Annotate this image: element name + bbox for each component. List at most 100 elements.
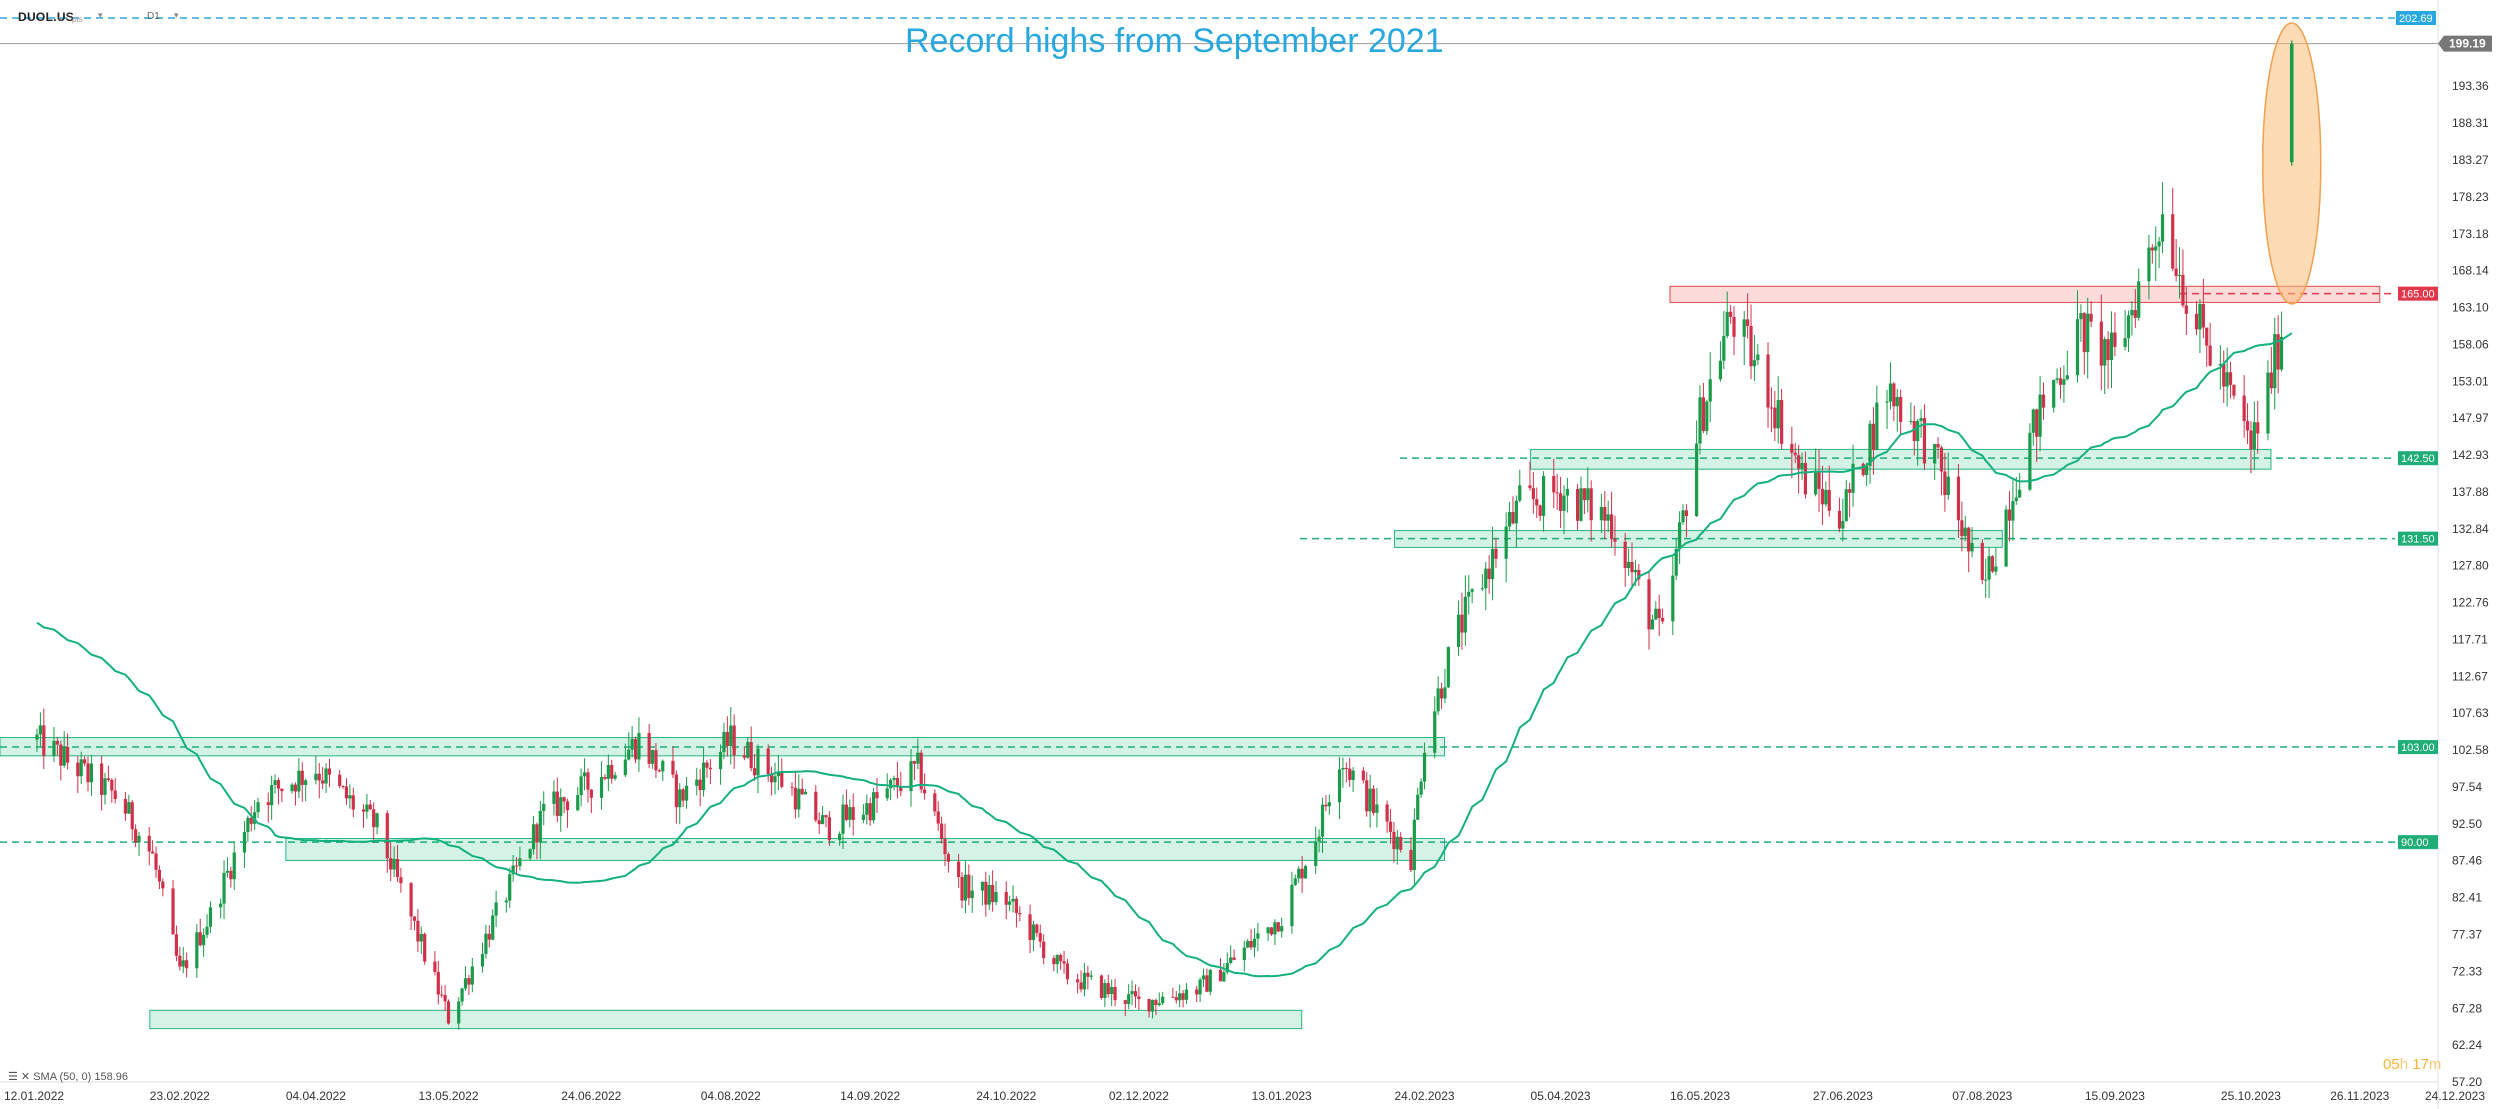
candle-body — [1579, 488, 1583, 521]
candle-body — [923, 789, 927, 794]
timeframe-label[interactable]: D1 — [147, 11, 160, 22]
candle-body — [1695, 443, 1699, 517]
candle-body — [1722, 336, 1726, 361]
candle-body — [2123, 338, 2127, 347]
candle-body — [1868, 423, 1872, 466]
candle-body — [1650, 619, 1655, 630]
candle-body — [1062, 961, 1066, 964]
candle-body — [542, 803, 546, 811]
candle-body — [1776, 400, 1780, 429]
x-tick-label: 24.02.2023 — [1395, 1089, 1455, 1103]
candle-body — [1303, 865, 1308, 879]
candle-body — [916, 752, 920, 764]
x-tick-label: 24.12.2023 — [2425, 1089, 2485, 1103]
candle-body — [1337, 769, 1342, 803]
candle-body — [195, 932, 199, 969]
candle-body — [1803, 463, 1808, 495]
x-tick-label: 04.04.2022 — [286, 1089, 346, 1103]
x-tick-label: 12.01.2022 — [4, 1089, 64, 1103]
price-badge-131.50 — [2398, 531, 2438, 546]
symbol-dropdown-icon[interactable]: ▾ — [98, 10, 103, 20]
candle-body — [1082, 972, 1087, 990]
candle-body — [1436, 688, 1440, 712]
candle-body — [1895, 396, 1899, 407]
y-tick-label: 193.36 — [2452, 79, 2489, 93]
candle-body — [1317, 836, 1321, 842]
y-tick-label: 87.46 — [2452, 854, 2482, 868]
candle-body — [1769, 407, 1774, 409]
candle-body — [661, 760, 665, 772]
candle-body — [123, 798, 128, 814]
candle-body — [232, 852, 236, 880]
candle-body — [338, 774, 342, 786]
candle-body — [1990, 556, 1995, 572]
candle-body — [1110, 987, 1114, 995]
candle-body — [674, 774, 678, 808]
candle-body — [297, 770, 301, 792]
candle-body — [1123, 1000, 1127, 1004]
timeframe-dropdown-icon[interactable]: ▾ — [174, 10, 179, 20]
candle-body — [776, 771, 780, 777]
candle-body — [392, 858, 396, 870]
candle-body — [151, 851, 155, 854]
candle-body — [1742, 319, 1746, 337]
candle-body — [518, 858, 522, 867]
candle-body — [110, 779, 114, 791]
candle-body — [1909, 421, 1913, 423]
candle-body — [2055, 378, 2059, 380]
candle-body — [2058, 378, 2063, 385]
price-badge-202.69 — [2396, 11, 2436, 25]
support-zone — [1530, 448, 2272, 470]
candle-body — [1892, 383, 1896, 407]
y-tick-label: 107.63 — [2452, 706, 2489, 720]
candle-body — [1099, 975, 1104, 998]
candle-body — [582, 772, 587, 777]
candle-body — [1678, 522, 1682, 549]
candle-body — [1552, 475, 1556, 493]
candle-body — [1480, 588, 1484, 590]
candle-body — [1708, 379, 1712, 402]
candle-body — [756, 748, 760, 776]
candle-body — [1494, 548, 1498, 559]
candle-body — [1470, 589, 1474, 592]
x-tick-label: 27.06.2023 — [1813, 1089, 1873, 1103]
candle-body — [1320, 804, 1325, 837]
candle-body — [55, 740, 60, 745]
candle-body — [2232, 384, 2236, 396]
candle-body — [1174, 997, 1178, 1001]
candle-body — [1654, 608, 1658, 620]
candle-body — [2218, 363, 2222, 366]
candle-body — [746, 742, 750, 758]
candle-body — [1371, 788, 1376, 813]
candle-body — [531, 824, 536, 850]
y-tick-label: 92.50 — [2452, 817, 2482, 831]
candle-body — [2198, 304, 2202, 330]
indicator-settings-icon[interactable]: ☰ ✕ — [8, 1071, 34, 1083]
candle-body — [528, 849, 532, 859]
candle-body — [1300, 868, 1304, 879]
candle-body — [1824, 489, 1828, 505]
candle-body — [1011, 898, 1015, 902]
candle-body — [701, 762, 706, 791]
candle-body — [1603, 506, 1607, 521]
candle-body — [304, 780, 308, 786]
candle-body — [457, 1001, 461, 1024]
candle-body — [980, 881, 985, 891]
candle-body — [1800, 463, 1804, 469]
candle-body — [1827, 489, 1831, 511]
candle-body — [2106, 339, 2110, 361]
candle-body — [416, 920, 420, 942]
candle-body — [2147, 247, 2151, 282]
candle-body — [1766, 354, 1770, 408]
price-badge-text: 131.50 — [2401, 534, 2435, 546]
y-tick-label: 132.84 — [2452, 522, 2489, 536]
candle-body — [2256, 422, 2260, 434]
sma-indicator-label[interactable]: ☰ ✕ SMA (50, 0) 158.96 — [8, 1070, 128, 1083]
candle-body — [1031, 924, 1036, 941]
countdown-minutes: 17 — [2412, 1056, 2429, 1073]
candle-body — [1518, 485, 1522, 501]
symbol-label[interactable]: DUOL.US — [18, 10, 75, 24]
candle-body — [113, 790, 117, 799]
candle-body — [960, 876, 964, 901]
